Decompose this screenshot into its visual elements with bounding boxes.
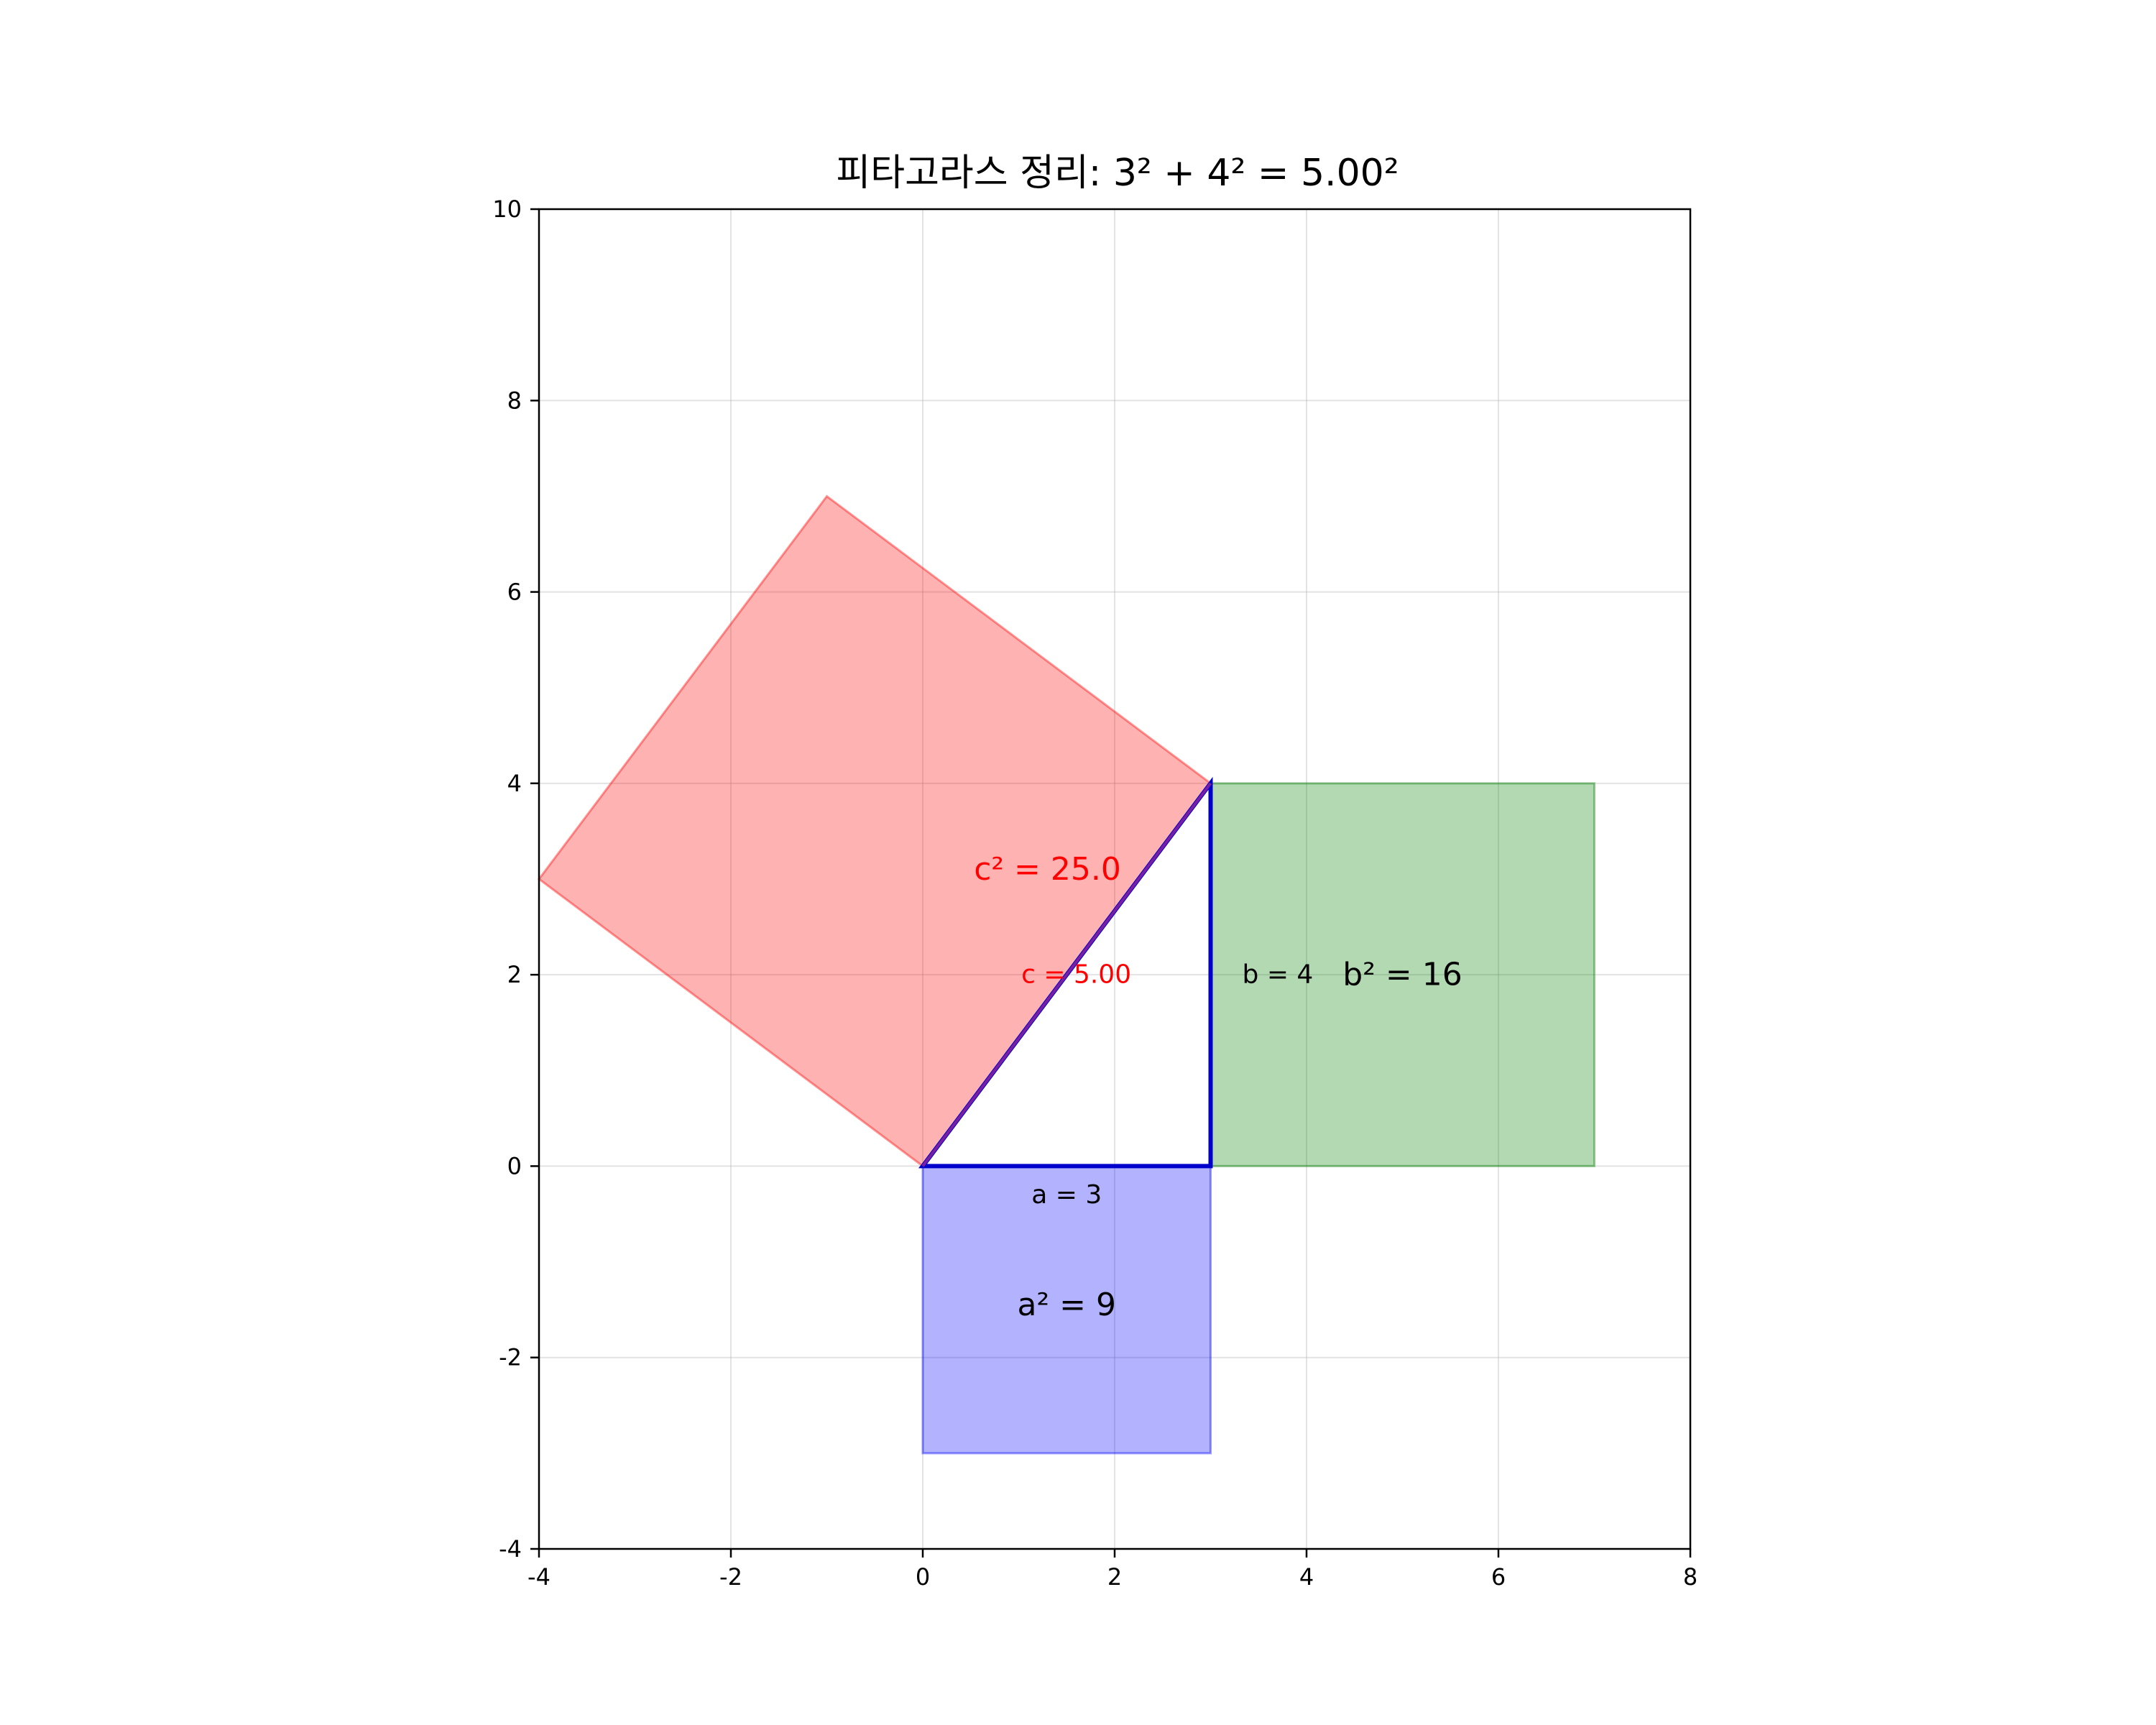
y-axis: -4 -2 0 2 4 6 8 10 — [492, 196, 539, 1563]
y-tick-label: 8 — [507, 387, 522, 414]
c-squared-label: c² = 25.0 — [974, 851, 1121, 888]
y-tick-label: -2 — [499, 1344, 522, 1371]
x-tick-label: 8 — [1683, 1563, 1697, 1591]
hypotenuse-line — [921, 782, 1212, 1167]
y-tick-label: 2 — [507, 961, 522, 988]
b-squared-label: b² = 16 — [1342, 957, 1462, 993]
x-tick-label: 4 — [1299, 1563, 1314, 1591]
x-tick-label: -2 — [719, 1563, 742, 1591]
y-tick-label: 6 — [507, 579, 522, 606]
b-side-label: b = 4 — [1243, 960, 1314, 990]
x-tick-label: 0 — [916, 1563, 930, 1591]
x-tick-label: 2 — [1107, 1563, 1122, 1591]
annotations: c² = 25.0 c = 5.00 b = 4 b² = 16 a = 3 a² = 9 — [974, 851, 1462, 1323]
a-squared-label: a² = 9 — [1018, 1287, 1116, 1323]
area-squares — [537, 494, 1595, 1455]
x-axis: -4 -2 0 2 4 6 8 — [528, 1549, 1697, 1591]
c-side-label: c = 5.00 — [1021, 960, 1131, 990]
chart-title: 피타고라스 정리: 3² + 4² = 5.00² — [836, 152, 1399, 195]
x-tick-label: -4 — [528, 1563, 550, 1591]
y-tick-label: 10 — [492, 196, 522, 223]
y-tick-label: 4 — [507, 770, 522, 797]
a-side-label: a = 3 — [1031, 1180, 1102, 1210]
x-tick-label: 6 — [1491, 1563, 1506, 1591]
y-tick-label: 0 — [507, 1152, 522, 1179]
right-triangle — [918, 776, 1213, 1169]
y-tick-label: -4 — [499, 1535, 522, 1563]
